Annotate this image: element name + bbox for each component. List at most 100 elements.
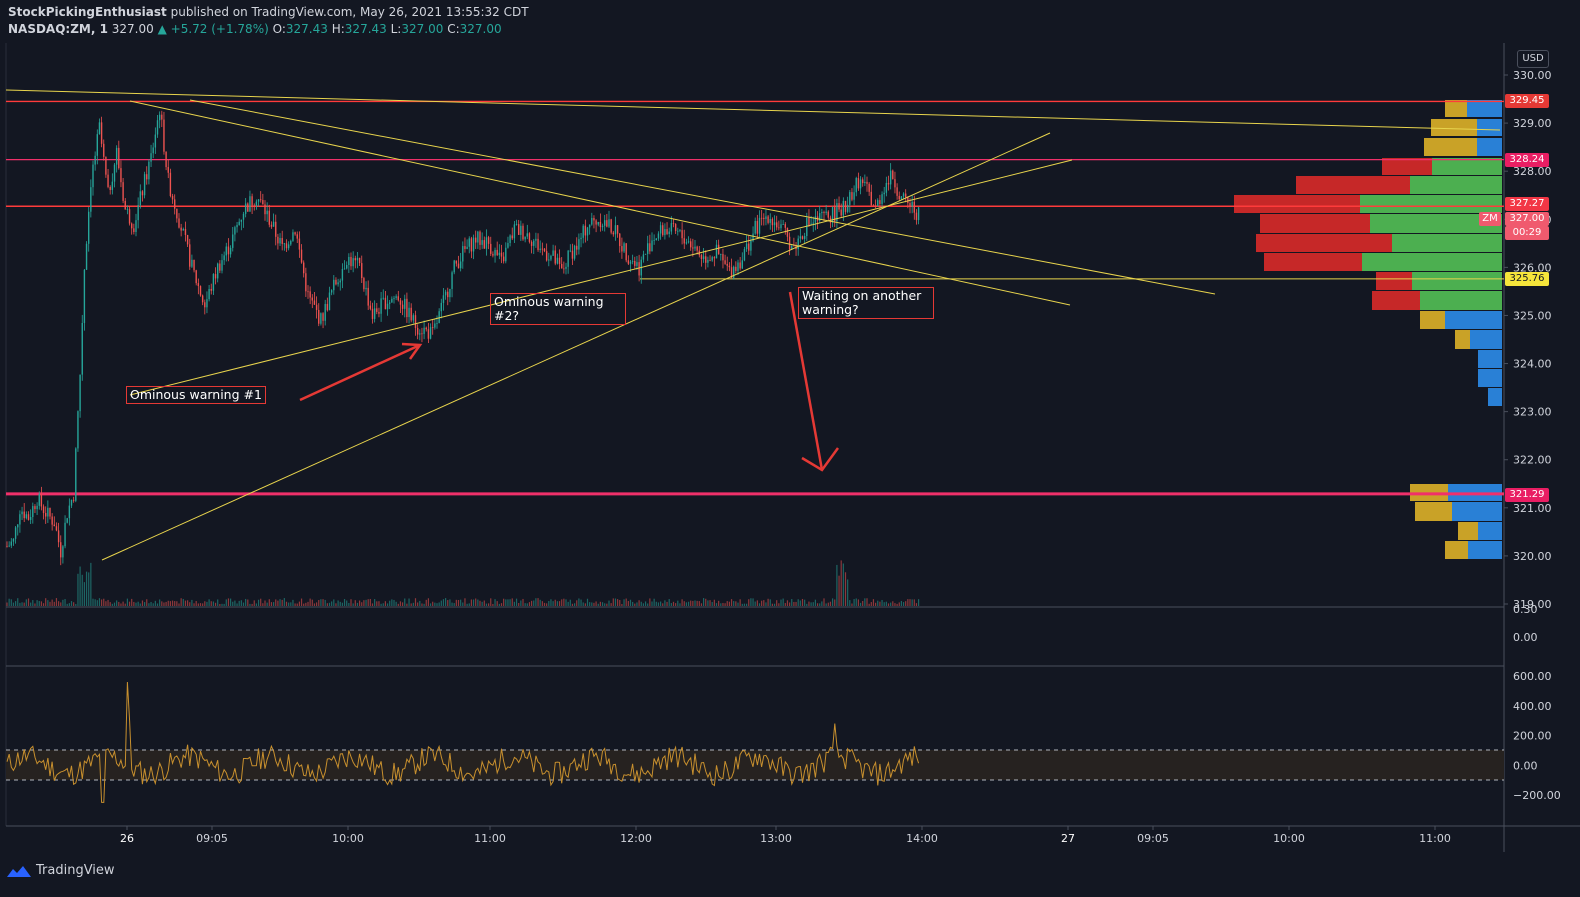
arrow-right-up[interactable]: [299, 343, 421, 402]
arrow-down[interactable]: [788, 291, 824, 471]
candle-body: [143, 174, 146, 196]
candle-body: [760, 217, 763, 219]
osc-tick-label: 600.00: [1513, 670, 1552, 683]
candle-body: [180, 227, 182, 231]
candle-body: [322, 313, 324, 321]
trendlines: [5, 89, 1501, 561]
candle-body: [161, 114, 163, 120]
candle-body: [853, 192, 855, 200]
candle-body: [287, 244, 290, 249]
candle-body: [537, 238, 539, 250]
annotation-warning-2[interactable]: Ominous warning #2?: [490, 293, 626, 325]
level-badge-321-29: 321.29: [1505, 488, 1549, 502]
candle-body: [401, 304, 404, 309]
candle-body: [515, 224, 518, 225]
candle-body: [520, 225, 522, 235]
candle-body: [857, 178, 860, 189]
price-tick-label: 329.00: [1513, 117, 1552, 130]
trendline-up-2[interactable]: [101, 132, 1051, 561]
candle-body: [333, 279, 335, 291]
candle-body: [146, 174, 148, 180]
author-name[interactable]: StockPickingEnthusiast: [8, 5, 167, 19]
candle-body: [103, 143, 105, 157]
candle-body: [339, 280, 341, 283]
candle-body: [380, 298, 382, 314]
candle-body: [154, 134, 157, 148]
currency-label[interactable]: USD: [1517, 50, 1549, 68]
volume-tick-label: 0.30: [1513, 603, 1538, 616]
candle-body: [713, 257, 716, 259]
candle-body: [782, 224, 784, 225]
candle-body: [17, 524, 19, 528]
candle-body: [573, 245, 576, 259]
candle-body: [193, 259, 195, 271]
annotation-warning-1[interactable]: Ominous warning #1: [126, 386, 266, 404]
footer-brand[interactable]: TradingView: [6, 863, 115, 878]
candle-body: [819, 213, 821, 221]
candle-body: [593, 217, 595, 221]
candle-body: [715, 244, 718, 259]
trendline-up-1[interactable]: [129, 159, 1073, 396]
candle-body: [528, 233, 531, 242]
candle-body: [518, 224, 520, 235]
candle-body: [238, 221, 240, 225]
candle-body: [629, 261, 632, 264]
candle-body: [470, 238, 473, 252]
time-tick-label: 26: [120, 832, 134, 845]
candle-body: [434, 323, 436, 328]
candle-body: [264, 204, 266, 215]
candle-body: [186, 234, 189, 245]
candle-body: [427, 329, 430, 339]
arrow-right-up-head: [401, 342, 423, 360]
time-tick-label: 13:00: [760, 832, 792, 845]
vp-row-down: [1458, 522, 1478, 540]
candle-body: [83, 269, 86, 323]
trendline-top-long[interactable]: [5, 89, 1501, 131]
candle-body: [616, 225, 619, 234]
candle-body: [524, 236, 526, 240]
candle-body: [799, 236, 802, 239]
candle-body: [576, 245, 578, 250]
vp-row-up: [1468, 541, 1502, 559]
candle-body: [905, 193, 907, 198]
candle-body: [115, 147, 118, 165]
candle-body: [204, 302, 206, 308]
candle-body: [197, 283, 200, 287]
candle-body: [150, 153, 152, 162]
candle-body: [318, 309, 320, 324]
candle-body: [247, 203, 249, 212]
candle-body: [487, 237, 490, 244]
candle-body: [778, 227, 780, 229]
trendline-down-2[interactable]: [189, 99, 1216, 295]
candle-body: [567, 250, 569, 267]
candle-body: [614, 225, 617, 235]
candle-body: [717, 244, 720, 255]
candle-body: [468, 238, 470, 247]
candle-body: [662, 225, 664, 236]
candle-body: [60, 542, 62, 558]
trendline-down-1[interactable]: [129, 100, 1071, 306]
vp-row-up: [1445, 311, 1502, 329]
symbol-legend: NASDAQ:ZM, 1 327.00 ▲ +5.72 (+1.78%) O:3…: [8, 22, 502, 36]
vp-row-down: [1372, 291, 1420, 310]
vp-row-down: [1260, 214, 1370, 233]
candle-body: [440, 302, 442, 312]
candle-body: [6, 546, 8, 548]
candle-body: [556, 257, 559, 264]
time-tick-label: 14:00: [906, 832, 938, 845]
candle-body: [485, 237, 488, 249]
candle-body: [887, 182, 890, 185]
candle-body: [543, 248, 546, 252]
candle-body: [361, 263, 363, 279]
candle-body: [677, 230, 679, 232]
price-axis[interactable]: 330.00 329.00 328.00 327.00 326.00 325.00 324.…: [1504, 69, 1552, 611]
annotation-waiting[interactable]: Waiting on another warning?: [798, 287, 934, 319]
candle-body: [859, 179, 862, 189]
candle-body: [70, 499, 73, 506]
candle-body: [509, 235, 511, 244]
time-axis[interactable]: 26 09:05 10:00 11:00 12:00 13:00 14:00 27 09:05 1…: [120, 826, 1451, 845]
candle-body: [94, 155, 96, 165]
candle-body: [29, 517, 32, 520]
symbol-name[interactable]: NASDAQ:ZM, 1: [8, 22, 108, 36]
